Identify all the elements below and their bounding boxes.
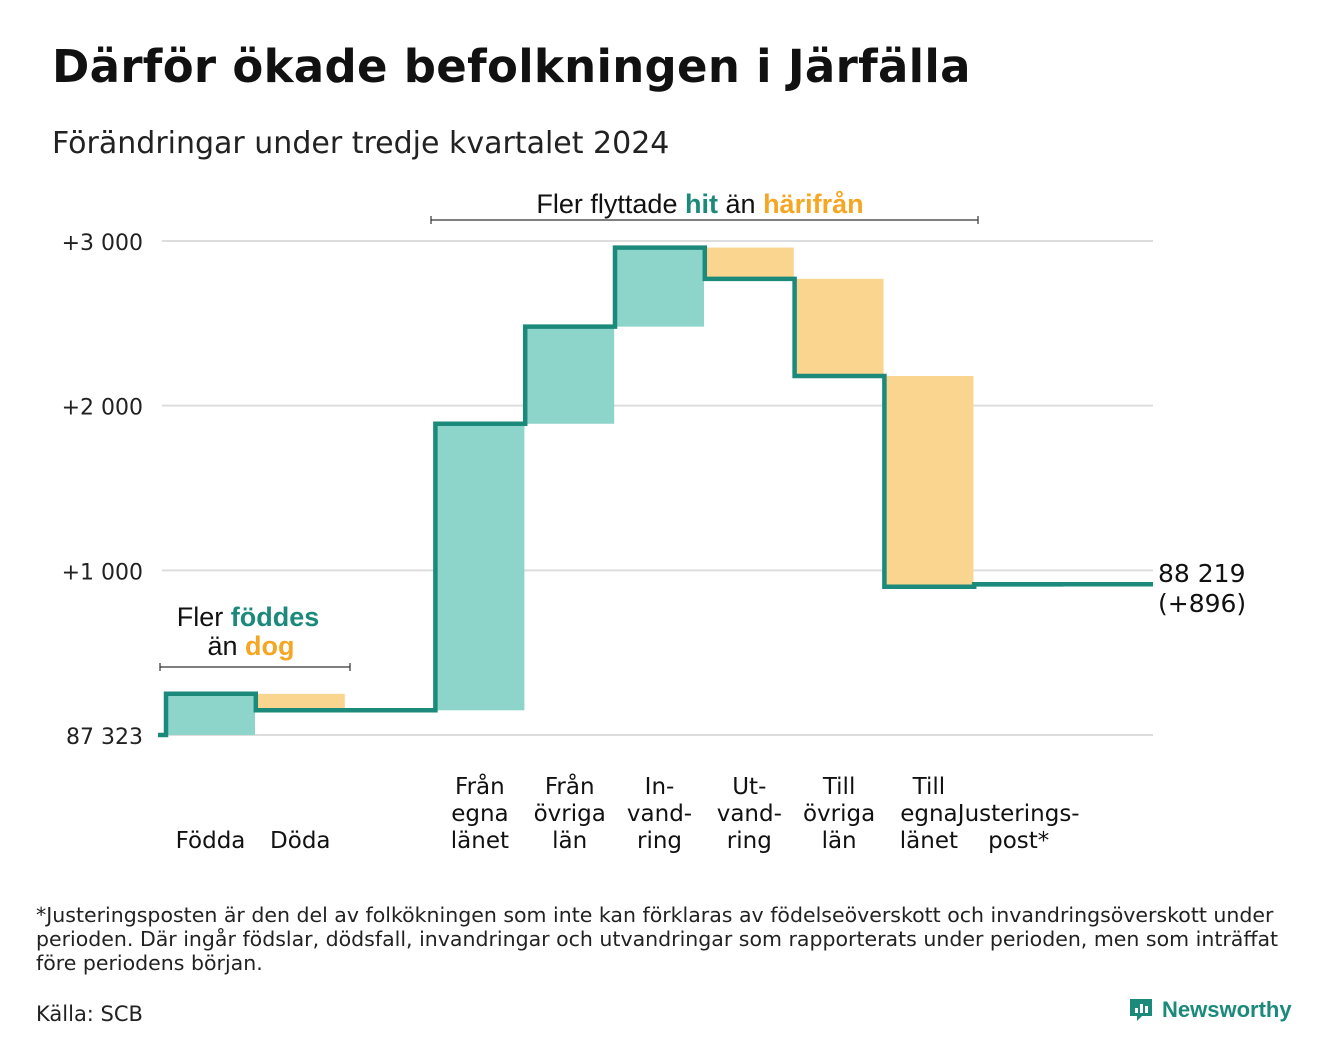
end-total-label: 88 219 bbox=[1158, 559, 1245, 588]
x-tick-label: övriga bbox=[803, 801, 875, 827]
decrease-bar bbox=[794, 278, 884, 377]
x-tick-label: vand- bbox=[717, 801, 782, 827]
end-change-label: (+896) bbox=[1158, 589, 1246, 618]
increase-bar bbox=[435, 423, 525, 711]
x-tick-label: Till bbox=[822, 774, 856, 800]
decrease-bar bbox=[255, 693, 345, 711]
increase-bar bbox=[166, 693, 255, 735]
gridlines bbox=[162, 240, 1153, 736]
x-tick-label: ring bbox=[637, 828, 682, 854]
chart-title: Därför ökade befolkningen i Järfälla bbox=[52, 40, 971, 93]
y-tick-label: 87 323 bbox=[66, 725, 143, 750]
step-line bbox=[158, 245, 1153, 738]
footnote: *Justeringsposten är den del av folkökni… bbox=[36, 903, 1279, 975]
x-axis-labels: Födda DödaFrånegnalänetFrånövrigalänIn-va… bbox=[176, 772, 1080, 854]
x-tick-label: länet bbox=[451, 828, 509, 854]
step-line-group bbox=[158, 245, 1153, 738]
x-tick-label: Justerings- bbox=[956, 801, 1080, 827]
x-tick-label: Födda bbox=[176, 828, 246, 854]
x-tick-label: län bbox=[822, 828, 857, 854]
x-tick-label: Döda bbox=[270, 828, 330, 854]
bars bbox=[166, 247, 1064, 735]
y-tick-label: +3 000 bbox=[62, 231, 143, 256]
increase-bar bbox=[525, 326, 615, 424]
brand-logo: Newsworthy bbox=[1128, 997, 1292, 1023]
x-tick-label: länet bbox=[900, 828, 958, 854]
x-tick-label: egna bbox=[900, 801, 957, 827]
increase-bar bbox=[615, 247, 704, 327]
source-label: Källa: SCB bbox=[36, 1002, 143, 1026]
y-axis-ticks: 87 323 +1 000 +2 000 +3 000 bbox=[62, 231, 143, 750]
newsworthy-logo-icon bbox=[1130, 999, 1152, 1021]
decrease-bar bbox=[884, 376, 974, 587]
x-tick-label: Ut- bbox=[732, 774, 766, 800]
x-tick-label: övriga bbox=[534, 801, 606, 827]
chart-subtitle: Förändringar under tredje kvartalet 2024 bbox=[52, 126, 670, 161]
x-tick-label: Från bbox=[455, 772, 505, 800]
births-annotation-line2: än dog bbox=[207, 631, 294, 661]
decrease-bar bbox=[704, 247, 794, 279]
births-annotation: Fler föddes än dog bbox=[159, 602, 351, 671]
brand-name: Newsworthy bbox=[1162, 997, 1292, 1022]
y-tick-label: +1 000 bbox=[62, 560, 143, 585]
x-tick-label: Till bbox=[912, 774, 946, 800]
y-tick-label: +2 000 bbox=[62, 396, 143, 421]
migration-annotation: Fler flyttade hit än härifrån bbox=[430, 189, 979, 224]
migration-annotation-text: Fler flyttade hit än härifrån bbox=[536, 189, 863, 219]
x-tick-label: ring bbox=[727, 828, 772, 854]
x-tick-label: län bbox=[552, 828, 587, 854]
waterfall-chart: 87 323+1 000+2 000+3 000 Födda DödaFråneg… bbox=[62, 189, 1247, 854]
x-tick-label: egna bbox=[451, 801, 508, 827]
x-tick-label: vand- bbox=[627, 801, 692, 827]
x-tick-label: post* bbox=[988, 828, 1049, 854]
x-tick-label: In- bbox=[645, 774, 675, 800]
births-annotation-line1: Fler föddes bbox=[177, 602, 320, 632]
x-tick-label: Från bbox=[545, 772, 595, 800]
